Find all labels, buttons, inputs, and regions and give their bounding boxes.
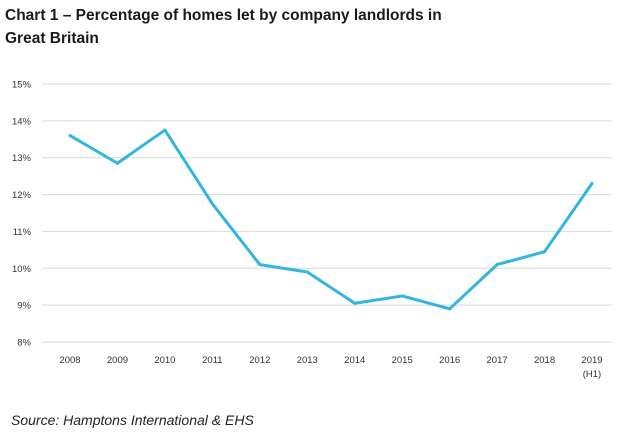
- x-tick-label-2017: 2017: [487, 355, 508, 366]
- x-tick-label-2009: 2009: [107, 355, 128, 366]
- data-point-2008: [68, 134, 72, 138]
- data-point-2010: [163, 128, 167, 132]
- chart-title: Chart 1 – Percentage of homes let by com…: [5, 4, 605, 50]
- x-tick-label-2011: 2011: [202, 355, 222, 366]
- y-tick-label-8pct: 8%: [17, 338, 31, 349]
- y-tick-label-15pct: 15%: [12, 80, 32, 91]
- data-point-2013: [305, 270, 309, 274]
- y-tick-label-11pct: 11%: [13, 227, 32, 238]
- series-line-0: [68, 128, 594, 311]
- data-point-2014: [353, 301, 357, 305]
- x-tick-sublabel-2019: (H1): [583, 369, 601, 380]
- data-point-2018: [543, 250, 547, 254]
- x-tick-label-2010: 2010: [154, 355, 175, 366]
- chart-title-line-1: Chart 1 – Percentage of homes let by com…: [5, 7, 442, 24]
- x-tick-label-2015: 2015: [392, 355, 413, 366]
- x-tick-label-2012: 2012: [249, 355, 270, 366]
- y-tick-label-10pct: 10%: [12, 264, 32, 275]
- data-point-2011: [210, 202, 214, 206]
- data-point-2016: [448, 307, 452, 311]
- x-tick-label-2019: 2019: [581, 355, 602, 366]
- data-point-2009: [115, 161, 119, 165]
- data-point-2017: [495, 263, 499, 267]
- x-tick-label-2018: 2018: [534, 355, 555, 366]
- x-tick-label-2013: 2013: [297, 355, 318, 366]
- data-point-2019: [590, 182, 594, 186]
- y-tick-label-12pct: 12%: [12, 190, 32, 201]
- y-tick-label-14pct: 14%: [12, 116, 32, 127]
- x-tick-label-2008: 2008: [59, 355, 80, 366]
- y-tick-label-9pct: 9%: [17, 301, 31, 312]
- chart-title-line-2: Great Britain: [5, 30, 99, 47]
- x-tick-label-2014: 2014: [344, 355, 365, 366]
- y-tick-label-13pct: 13%: [12, 153, 32, 164]
- x-tick-label-2016: 2016: [439, 355, 460, 366]
- data-point-2015: [400, 294, 404, 298]
- source-note: Source: Hamptons International & EHS: [11, 412, 254, 428]
- data-point-2012: [258, 263, 262, 267]
